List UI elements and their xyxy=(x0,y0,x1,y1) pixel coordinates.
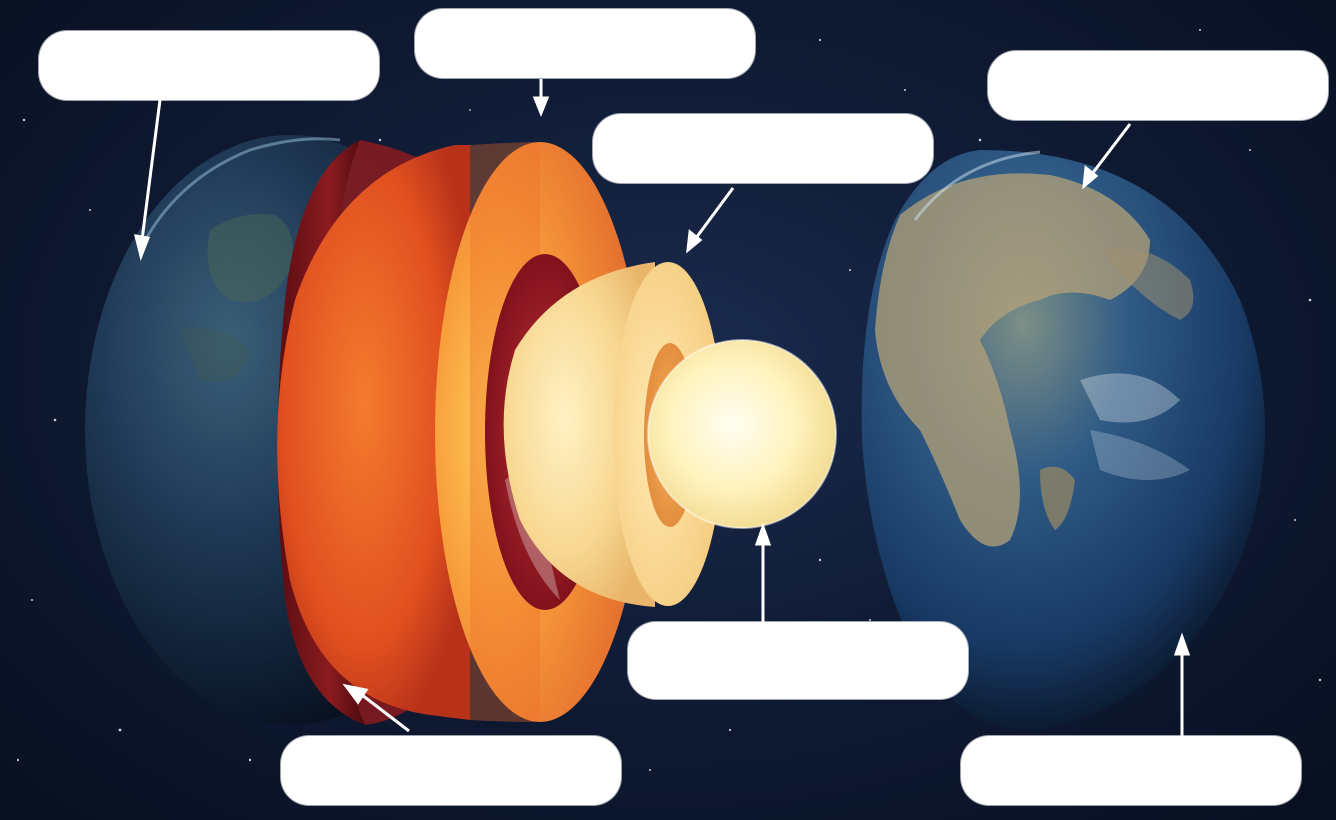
arrow-head-right-hemisphere-top xyxy=(1082,165,1099,190)
label-box-crust[interactable] xyxy=(415,9,755,78)
arrow-head-crust xyxy=(532,96,550,118)
arrow-head-left-hemisphere xyxy=(133,234,151,261)
arrow-head-outer-core xyxy=(686,229,703,254)
arrow-head-inner-core xyxy=(754,522,772,546)
label-box-right-hemisphere-top[interactable] xyxy=(988,51,1328,120)
arrow-head-right-hemisphere-bottom xyxy=(1173,632,1191,656)
arrow-head-lower-crust xyxy=(342,683,369,705)
label-box-right-hemisphere-bottom[interactable] xyxy=(961,736,1301,805)
label-box-inner-core[interactable] xyxy=(628,622,968,699)
label-box-outer-core[interactable] xyxy=(593,114,933,183)
arrows xyxy=(133,79,1191,736)
inner-core xyxy=(647,339,837,529)
right-hemisphere xyxy=(861,150,1265,731)
label-box-lower-crust[interactable] xyxy=(281,736,621,805)
label-box-left-hemisphere[interactable] xyxy=(39,31,379,100)
